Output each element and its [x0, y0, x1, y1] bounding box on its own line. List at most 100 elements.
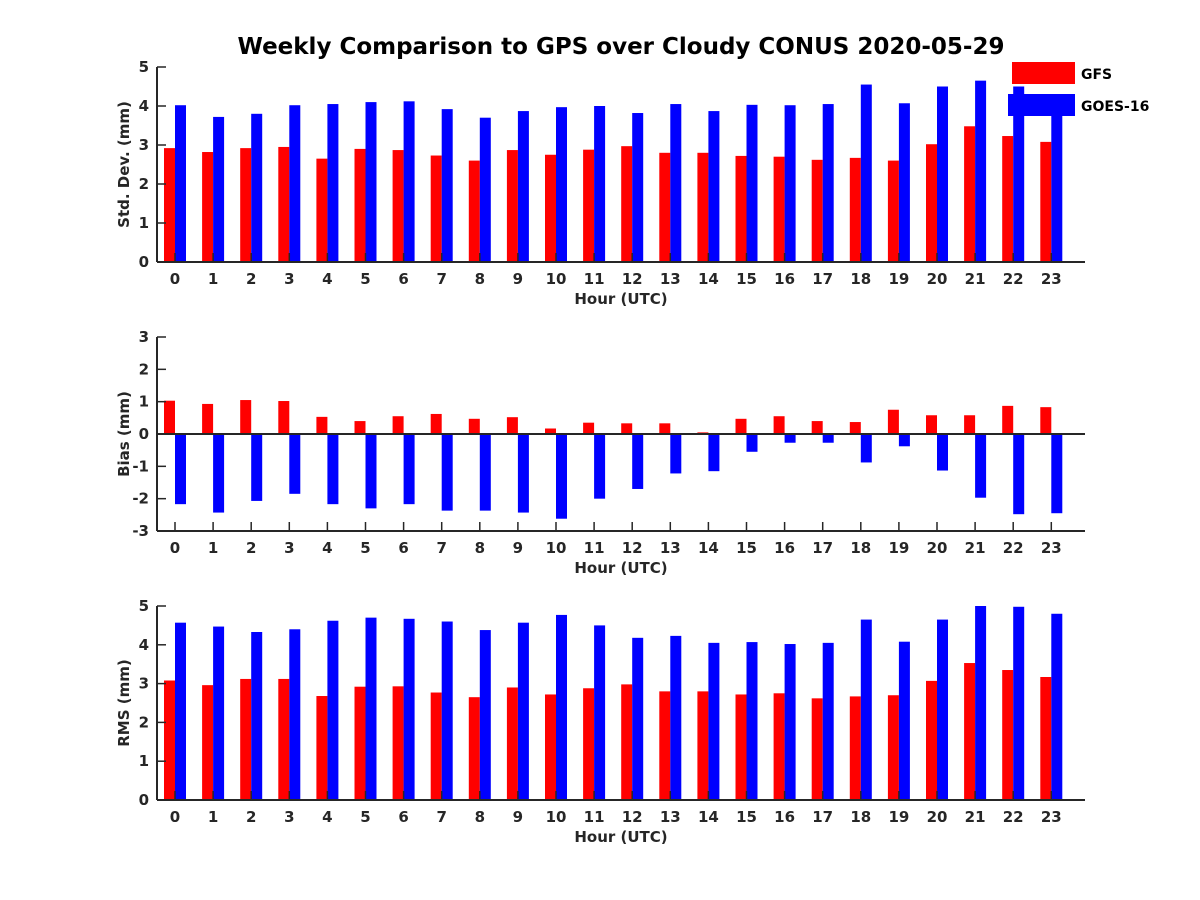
x-tick-label: 10	[546, 808, 567, 826]
bar-gfs-23	[1040, 677, 1052, 800]
bar-goes-16-9	[517, 434, 529, 513]
legend: GFS GOES-16	[1008, 62, 1149, 116]
x-tick-label: 22	[1003, 270, 1024, 288]
x-tick-label: 16	[774, 270, 795, 288]
bar-gfs-20	[926, 144, 937, 262]
x-tick-label: 23	[1041, 808, 1062, 826]
x-tick-label: 7	[436, 270, 446, 288]
bar-goes-16-14	[708, 642, 720, 800]
bar-goes-16-12	[632, 113, 644, 263]
y-tick-label: 3	[139, 328, 149, 346]
bar-goes-16-8	[479, 434, 491, 511]
bar-gfs-9	[506, 417, 518, 434]
bar-gfs-5	[354, 686, 366, 800]
bar-goes-16-16	[784, 434, 796, 443]
bar-goes-16-13	[670, 635, 682, 800]
x-tick-label: 12	[622, 539, 643, 557]
x-tick-label: 14	[698, 270, 719, 288]
bar-goes-16-19	[898, 103, 910, 263]
y-tick-label: 3	[139, 675, 149, 693]
bar-gfs-11	[583, 688, 595, 800]
x-tick-label: 6	[398, 539, 408, 557]
bar-gfs-20	[926, 415, 937, 434]
bar-goes-16-15	[746, 104, 758, 262]
bar-gfs-8	[468, 697, 480, 800]
bar-goes-16-6	[403, 101, 415, 262]
bar-gfs-2	[240, 400, 252, 434]
x-tick-label: 4	[322, 808, 332, 826]
bar-gfs-16	[773, 693, 785, 800]
y-tick-label: 2	[139, 360, 149, 378]
x-tick-label: 1	[208, 539, 218, 557]
x-tick-label: 5	[360, 808, 370, 826]
bar-goes-16-10	[556, 434, 567, 519]
bar-goes-16-5	[365, 102, 377, 262]
bar-goes-16-0	[175, 105, 186, 262]
bar-goes-16-1	[213, 434, 225, 513]
x-tick-label: 8	[475, 270, 485, 288]
y-tick-label: 0	[139, 425, 149, 443]
x-tick-label: 4	[322, 539, 332, 557]
bar-goes-16-5	[365, 434, 377, 509]
x-tick-label: 10	[546, 539, 567, 557]
bar-gfs-17	[811, 421, 823, 434]
bar-goes-16-16	[784, 644, 796, 800]
x-tick-label: 15	[736, 539, 757, 557]
bar-gfs-3	[278, 401, 290, 434]
bar-goes-16-11	[594, 434, 606, 499]
bar-goes-16-9	[517, 622, 529, 800]
x-tick-label: 13	[660, 539, 681, 557]
x-tick-label: 5	[360, 270, 370, 288]
y-tick-label: 5	[139, 597, 149, 615]
x-tick-label: 7	[436, 539, 446, 557]
x-tick-label: 1	[208, 270, 218, 288]
bar-gfs-19	[887, 695, 899, 800]
x-tick-label: 22	[1003, 808, 1024, 826]
bar-goes-16-4	[327, 434, 339, 505]
bar-gfs-0	[164, 680, 175, 800]
bar-gfs-12	[621, 423, 633, 434]
bar-goes-16-17	[822, 434, 834, 443]
bar-gfs-15	[735, 694, 747, 800]
x-tick-label: 14	[698, 808, 719, 826]
bar-goes-16-6	[403, 618, 415, 800]
bar-goes-16-21	[975, 434, 987, 498]
bar-goes-16-23	[1051, 434, 1063, 514]
bar-goes-16-21	[975, 606, 987, 800]
bar-gfs-18	[849, 157, 861, 262]
bar-gfs-13	[659, 152, 671, 262]
x-tick-label: 3	[284, 270, 294, 288]
bar-gfs-17	[811, 698, 823, 800]
bar-goes-16-2	[251, 113, 263, 262]
x-axis-label: Hour (UTC)	[574, 828, 667, 846]
x-tick-label: 2	[246, 270, 256, 288]
bar-gfs-0	[164, 400, 175, 434]
bar-gfs-13	[659, 423, 671, 434]
bar-goes-16-9	[517, 111, 529, 262]
bar-goes-16-5	[365, 617, 377, 800]
bar-goes-16-17	[822, 104, 834, 262]
bar-gfs-10	[545, 694, 556, 800]
x-tick-label: 6	[398, 808, 408, 826]
x-tick-label: 17	[812, 270, 833, 288]
bar-goes-16-23	[1051, 613, 1063, 800]
bar-gfs-19	[887, 409, 899, 434]
bar-gfs-3	[278, 678, 290, 800]
bar-goes-16-2	[251, 434, 263, 501]
bar-goes-16-14	[708, 111, 720, 262]
bar-gfs-9	[506, 687, 518, 800]
x-tick-label: 23	[1041, 270, 1062, 288]
bar-gfs-7	[430, 692, 442, 800]
y-tick-label: -2	[132, 490, 149, 508]
bar-gfs-14	[697, 691, 709, 800]
bar-goes-16-0	[175, 622, 186, 800]
x-axis-label: Hour (UTC)	[574, 290, 667, 308]
x-tick-label: 13	[660, 808, 681, 826]
bar-goes-16-19	[898, 641, 910, 800]
bar-goes-16-11	[594, 625, 606, 800]
bar-goes-16-18	[860, 619, 872, 800]
bar-gfs-6	[392, 686, 404, 800]
bar-goes-16-0	[175, 434, 186, 505]
